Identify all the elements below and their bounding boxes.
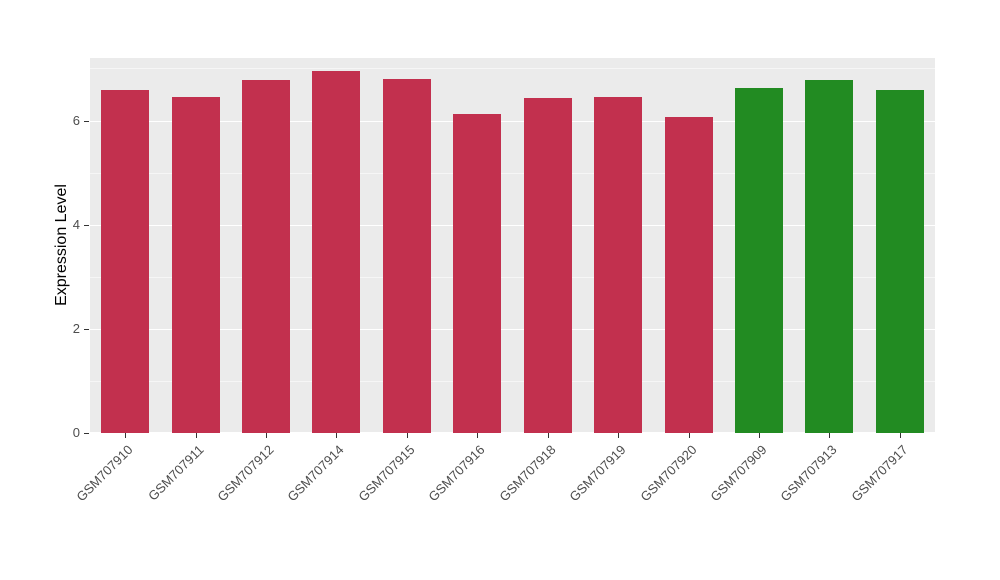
y-tick-mark (84, 224, 89, 226)
bar-GSM707916 (453, 113, 502, 433)
bar-GSM707911 (171, 97, 220, 433)
y-tick-label: 2 (72, 320, 80, 336)
bar-GSM707917 (875, 90, 924, 433)
y-tick-mark (84, 433, 89, 434)
x-tick-mark (547, 433, 549, 438)
bar-GSM707918 (523, 98, 572, 433)
x-tick-mark (195, 433, 197, 438)
x-tick-mark (899, 433, 901, 438)
x-tick-label: GSM707909 (707, 442, 770, 505)
x-tick-label: GSM707910 (73, 442, 136, 505)
bar-GSM707914 (312, 71, 361, 433)
x-tick-label: GSM707915 (355, 442, 418, 505)
x-tick-label: GSM707912 (214, 442, 277, 505)
y-tick-mark (84, 120, 89, 122)
x-tick-mark (688, 433, 690, 438)
x-tick-label: GSM707911 (144, 442, 207, 504)
x-tick-label: GSM707919 (566, 442, 629, 505)
gridline-major (90, 224, 935, 226)
bar-GSM707915 (382, 78, 431, 433)
x-tick-mark (758, 433, 760, 438)
gridline-minor (90, 276, 935, 278)
x-tick-mark (406, 433, 408, 438)
bar-GSM707919 (594, 97, 643, 433)
x-tick-mark (336, 433, 338, 438)
x-tick-label: GSM707918 (496, 442, 559, 505)
bar-GSM707913 (805, 80, 854, 433)
y-tick-label: 4 (72, 216, 80, 232)
x-tick-label: GSM707913 (777, 442, 840, 505)
bar-GSM707909 (734, 88, 783, 433)
x-tick-mark (618, 433, 620, 438)
y-tick-label: 0 (72, 425, 80, 440)
gridline-minor (90, 172, 935, 174)
gridline-major (90, 328, 935, 330)
x-tick-label: GSM707914 (284, 442, 348, 505)
y-tick-mark (84, 328, 89, 330)
x-tick-mark (829, 433, 831, 438)
x-tick-mark (266, 433, 268, 438)
x-tick-mark (125, 433, 127, 438)
gridline-minor (90, 68, 935, 70)
x-tick-label: GSM707920 (636, 442, 700, 505)
plot-area (90, 58, 935, 433)
gridline-major (90, 432, 935, 433)
bar-GSM707910 (101, 90, 150, 433)
bar-GSM707920 (664, 117, 713, 433)
x-tick-label: GSM707917 (848, 442, 911, 505)
x-tick-label: GSM707916 (425, 442, 488, 505)
gridline-major (90, 120, 935, 122)
y-tick-label: 6 (72, 112, 80, 128)
bar-GSM707912 (242, 80, 291, 433)
x-tick-mark (477, 433, 479, 438)
gridline-minor (90, 380, 935, 382)
y-axis-title: Expression Level (53, 184, 70, 306)
